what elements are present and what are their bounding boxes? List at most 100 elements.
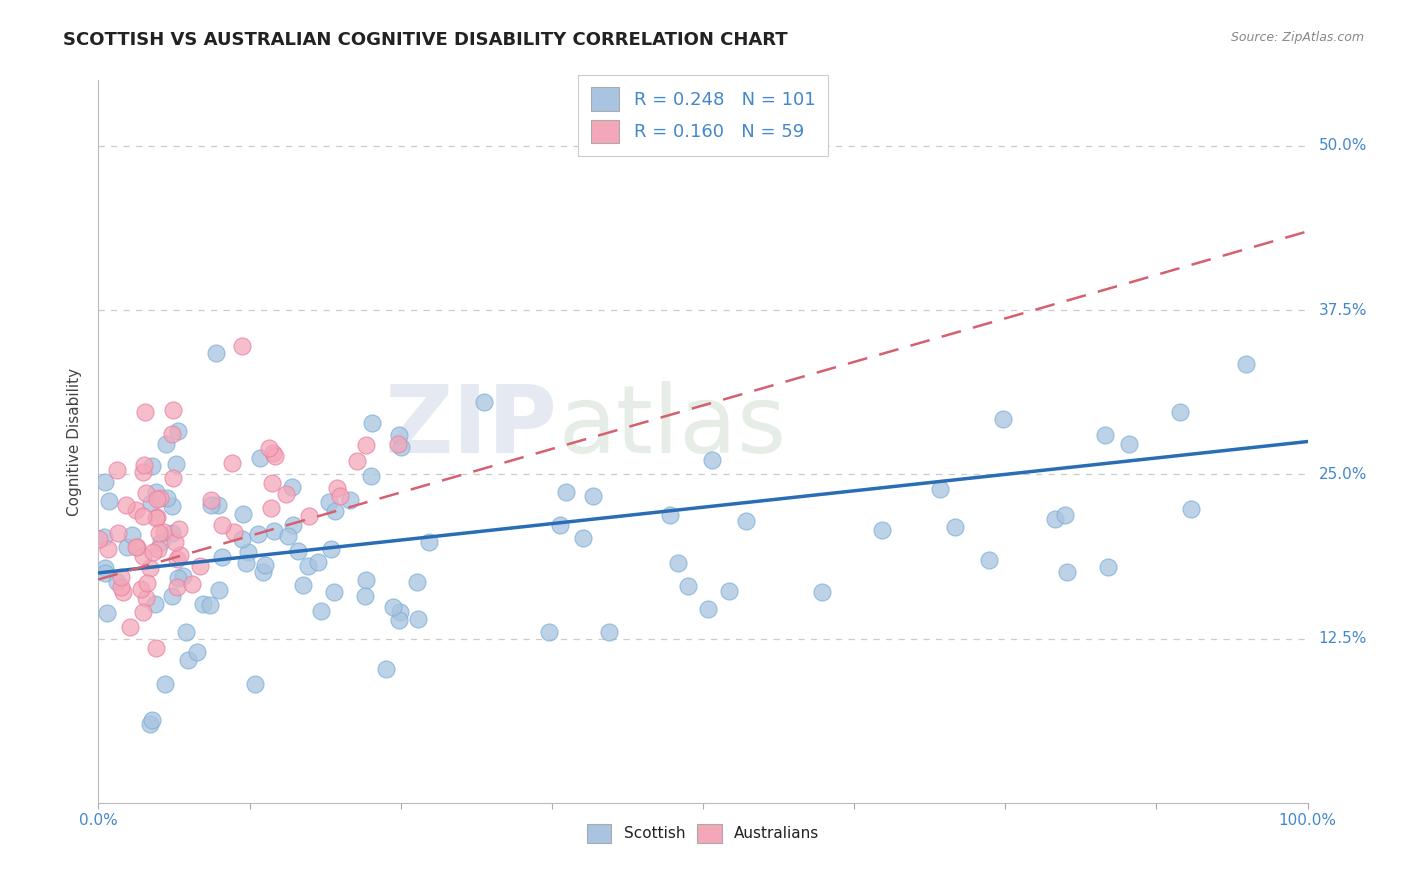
Text: 37.5%: 37.5% xyxy=(1319,302,1367,318)
Point xyxy=(238,545,260,559)
Point xyxy=(153,524,176,539)
Point xyxy=(387,437,409,451)
Point xyxy=(1056,565,1078,579)
Point xyxy=(418,535,440,549)
Point xyxy=(143,597,166,611)
Point xyxy=(1168,405,1191,419)
Point xyxy=(676,579,699,593)
Point xyxy=(153,677,176,691)
Point xyxy=(94,560,117,574)
Point xyxy=(142,545,165,559)
Point xyxy=(259,442,281,456)
Point xyxy=(231,339,253,353)
Point xyxy=(169,548,191,562)
Point xyxy=(325,481,347,495)
Point xyxy=(224,524,246,539)
Point xyxy=(145,485,167,500)
Point xyxy=(555,484,578,499)
Y-axis label: Cognitive Disability: Cognitive Disability xyxy=(67,368,83,516)
Point xyxy=(146,492,169,507)
Point xyxy=(139,561,162,575)
Point xyxy=(132,549,155,563)
Point xyxy=(208,583,231,598)
Point xyxy=(167,425,190,439)
Point xyxy=(121,528,143,542)
Point xyxy=(148,525,170,540)
Point xyxy=(132,509,155,524)
Point xyxy=(243,677,266,691)
Point xyxy=(132,605,155,619)
Point xyxy=(1118,437,1140,451)
Point xyxy=(221,457,243,471)
Text: atlas: atlas xyxy=(558,381,786,473)
Point xyxy=(247,526,270,541)
Point xyxy=(125,503,148,517)
Point xyxy=(96,606,118,620)
Point xyxy=(191,597,214,611)
Point xyxy=(136,576,159,591)
Point xyxy=(129,582,152,597)
Point xyxy=(167,571,190,585)
Point xyxy=(249,451,271,466)
Point xyxy=(472,395,495,409)
Point xyxy=(110,570,132,584)
Point xyxy=(277,529,299,543)
Point xyxy=(548,517,571,532)
Point xyxy=(281,517,304,532)
Point xyxy=(260,475,283,490)
Point xyxy=(112,585,135,599)
Point xyxy=(207,498,229,512)
Point xyxy=(93,566,115,581)
Point xyxy=(263,524,285,539)
Point xyxy=(943,520,966,534)
Point xyxy=(174,625,197,640)
Point xyxy=(717,583,740,598)
Point xyxy=(120,620,142,634)
Point xyxy=(329,489,352,503)
Point xyxy=(297,559,319,574)
Point xyxy=(93,475,115,490)
Point xyxy=(93,530,115,544)
Point xyxy=(165,457,187,471)
Point xyxy=(200,492,222,507)
Point xyxy=(811,584,834,599)
Point xyxy=(200,498,222,512)
Point xyxy=(160,526,183,541)
Point xyxy=(734,515,756,529)
Text: SCOTTISH VS AUSTRALIAN COGNITIVE DISABILITY CORRELATION CHART: SCOTTISH VS AUSTRALIAN COGNITIVE DISABIL… xyxy=(63,31,787,49)
Point xyxy=(666,556,689,570)
Point xyxy=(1043,511,1066,525)
Point xyxy=(205,346,228,360)
Point xyxy=(311,604,333,618)
Point xyxy=(231,532,253,546)
Point xyxy=(571,531,593,545)
Point xyxy=(262,445,284,459)
Point xyxy=(145,511,167,525)
Point xyxy=(110,580,132,594)
Point xyxy=(167,522,190,536)
Point xyxy=(188,558,211,573)
Point xyxy=(115,541,138,555)
Point xyxy=(339,493,361,508)
Point xyxy=(180,577,202,591)
Point xyxy=(700,453,723,467)
Point xyxy=(318,494,340,508)
Point xyxy=(235,556,257,570)
Point xyxy=(141,459,163,474)
Point xyxy=(697,602,720,616)
Point xyxy=(211,518,233,533)
Point xyxy=(928,482,950,496)
Point xyxy=(145,640,167,655)
Point xyxy=(406,612,429,626)
Point xyxy=(375,662,398,676)
Point xyxy=(166,552,188,566)
Point xyxy=(260,501,283,516)
Text: 25.0%: 25.0% xyxy=(1319,467,1367,482)
Point xyxy=(263,449,285,463)
Point xyxy=(991,412,1014,426)
Point xyxy=(149,535,172,549)
Point xyxy=(107,526,129,541)
Point xyxy=(97,494,120,508)
Point xyxy=(155,491,177,505)
Point xyxy=(298,509,321,524)
